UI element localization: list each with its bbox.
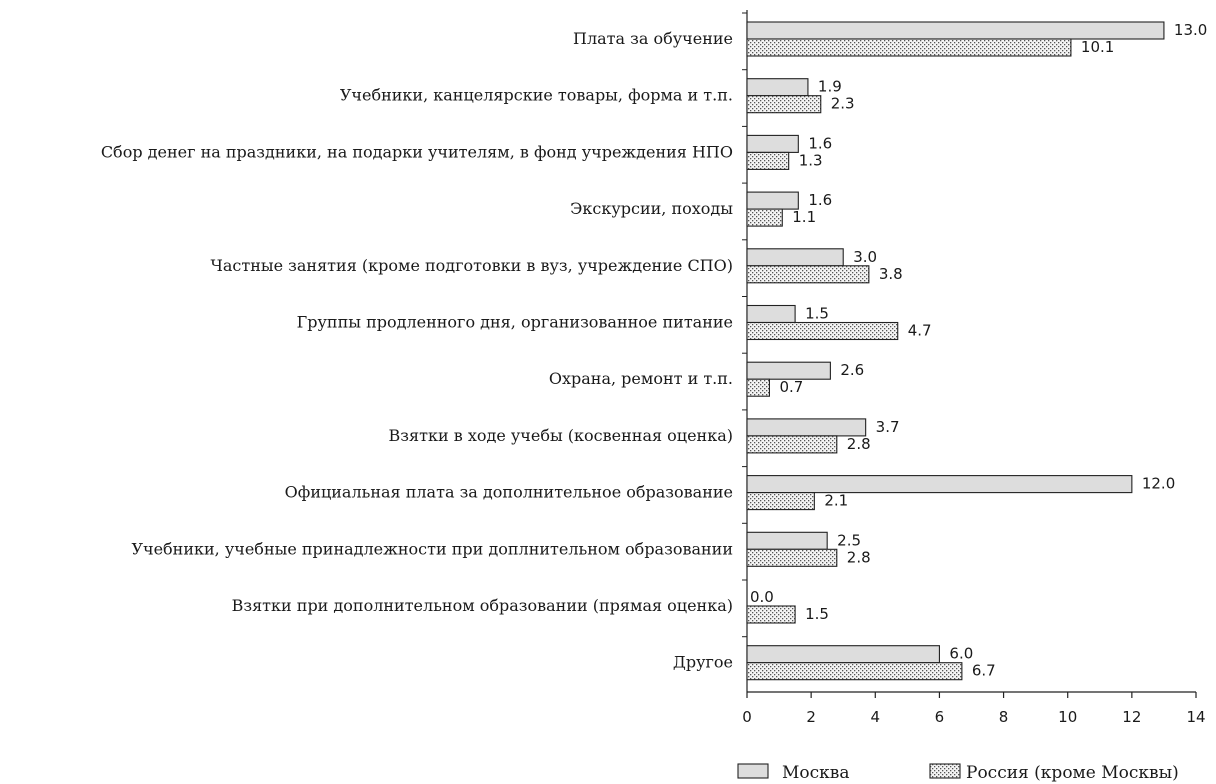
bar-russia bbox=[746, 662, 963, 681]
category-label: Учебники, канцелярские товары, форма и т… bbox=[340, 86, 733, 105]
data-label: 1.3 bbox=[799, 151, 823, 169]
category-label: Официальная плата за дополнительное обра… bbox=[285, 483, 733, 502]
category-label: Учебники, учебные принадлежности при доп… bbox=[131, 539, 733, 558]
bar-moscow bbox=[746, 361, 831, 380]
bar-russia bbox=[746, 378, 771, 397]
legend-label: Москва bbox=[782, 763, 850, 783]
bar-moscow bbox=[746, 248, 844, 267]
x-tick-label: 0 bbox=[742, 708, 752, 726]
data-label: 4.7 bbox=[908, 322, 932, 340]
x-tick-label: 8 bbox=[999, 708, 1009, 726]
category-label: Плата за обучение bbox=[573, 29, 733, 48]
data-label: 10.1 bbox=[1081, 38, 1114, 56]
data-label: 2.8 bbox=[847, 548, 871, 566]
legend-swatch-russia bbox=[929, 763, 961, 779]
bar-moscow bbox=[746, 134, 799, 153]
bar-moscow bbox=[746, 304, 796, 324]
data-label: 1.6 bbox=[808, 191, 832, 209]
bar-russia bbox=[746, 208, 783, 227]
bar-russia bbox=[746, 38, 1072, 57]
x-tick-label: 12 bbox=[1122, 708, 1141, 726]
plot-area: 0 2 4 6 8 10 12 14 Плата за обучение 13.0 10.1 Учеб… bbox=[101, 10, 1207, 726]
bar-moscow bbox=[746, 645, 940, 664]
data-label: 2.3 bbox=[831, 95, 855, 113]
bar-moscow bbox=[746, 191, 799, 210]
data-label: 3.7 bbox=[876, 418, 900, 436]
legend: Москва Россия (кроме Москвы) bbox=[737, 763, 1179, 783]
bar-russia bbox=[746, 605, 796, 624]
bar-russia bbox=[746, 95, 822, 114]
data-label: 2.5 bbox=[837, 531, 861, 549]
data-label: 1.5 bbox=[805, 605, 829, 623]
bar-russia bbox=[746, 321, 899, 341]
data-label: 13.0 bbox=[1174, 21, 1207, 39]
legend-swatch-moscow bbox=[737, 763, 769, 779]
data-label: 1.1 bbox=[792, 208, 816, 226]
data-label: 6.7 bbox=[972, 662, 996, 680]
data-label: 2.6 bbox=[840, 361, 864, 379]
data-label: 6.0 bbox=[949, 645, 973, 663]
category-label: Другое bbox=[673, 653, 733, 672]
bar-russia bbox=[746, 435, 838, 454]
legend-label: Россия (кроме Москвы) bbox=[966, 763, 1179, 783]
category-label: Взятки в ходе учебы (косвенная оценка) bbox=[389, 426, 733, 445]
bar-moscow bbox=[746, 21, 1165, 40]
x-tick-label: 10 bbox=[1058, 708, 1077, 726]
bar-russia bbox=[746, 151, 790, 170]
category-label: Взятки при дополнительном образовании (п… bbox=[232, 596, 733, 615]
bar-moscow bbox=[746, 531, 828, 550]
bar-russia bbox=[746, 492, 815, 511]
data-label: 3.8 bbox=[879, 265, 903, 283]
x-tick-label: 14 bbox=[1186, 708, 1205, 726]
data-label: 0.0 bbox=[750, 588, 774, 606]
data-label: 2.1 bbox=[824, 492, 848, 510]
x-tick-label: 2 bbox=[806, 708, 816, 726]
bar-russia bbox=[746, 548, 838, 567]
data-label: 1.5 bbox=[805, 305, 829, 323]
category-label: Группы продленного дня, организованное п… bbox=[297, 313, 733, 332]
bar-moscow bbox=[746, 78, 809, 97]
data-label: 1.9 bbox=[818, 78, 842, 96]
category-label: Частные занятия (кроме подготовки в вуз,… bbox=[210, 256, 733, 275]
data-label: 1.6 bbox=[808, 134, 832, 152]
category-label: Охрана, ремонт и т.п. bbox=[549, 369, 733, 388]
data-label: 3.0 bbox=[853, 248, 877, 266]
x-tick-label: 4 bbox=[871, 708, 881, 726]
bar-moscow bbox=[746, 475, 1133, 494]
x-tick-label: 6 bbox=[935, 708, 945, 726]
category-label: Сбор денег на праздники, на подарки учит… bbox=[101, 142, 733, 161]
bar-russia bbox=[746, 265, 870, 284]
bar-moscow bbox=[746, 418, 867, 437]
category-label: Экскурсии, походы bbox=[570, 199, 733, 218]
data-label: 2.8 bbox=[847, 435, 871, 453]
data-label: 0.7 bbox=[779, 378, 803, 396]
data-label: 12.0 bbox=[1142, 475, 1175, 493]
